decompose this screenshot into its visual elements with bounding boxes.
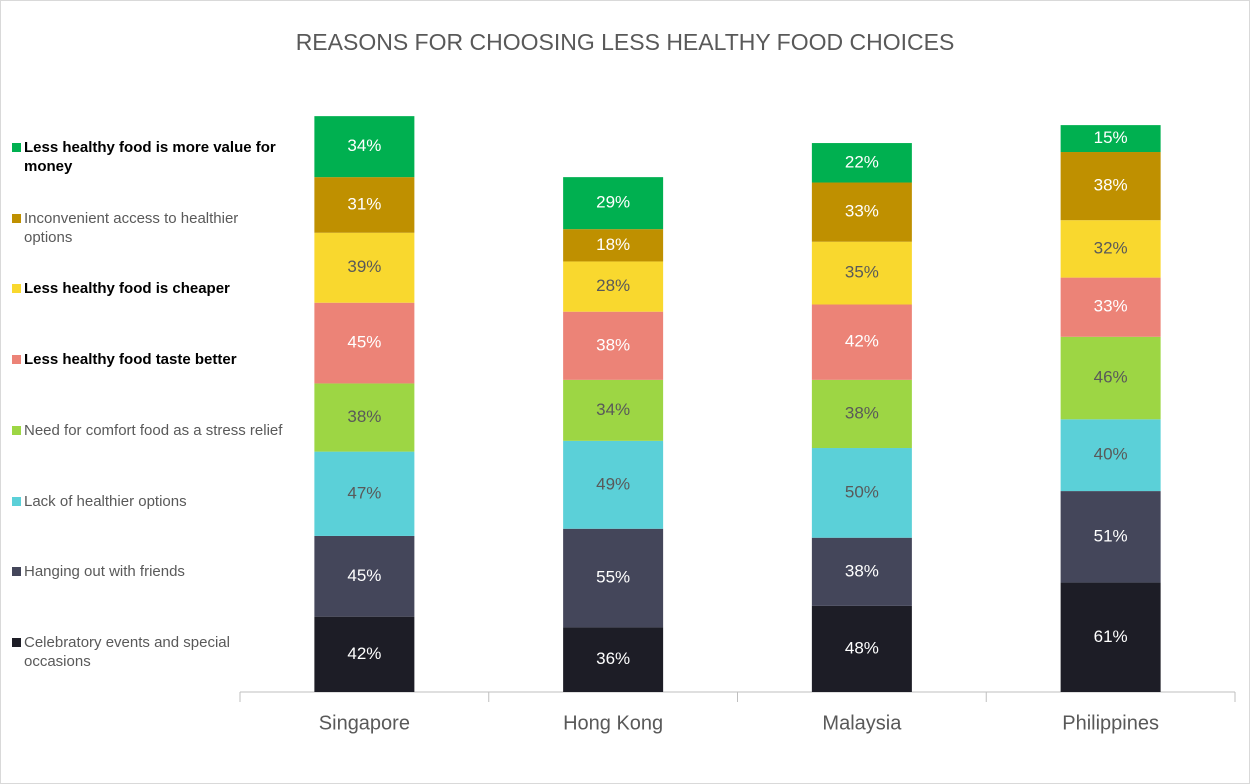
- data-label: 38%: [1094, 176, 1128, 195]
- data-label: 49%: [596, 474, 630, 493]
- bar-segment: [1060, 336, 1161, 420]
- bar-segment: [314, 451, 415, 536]
- data-label: 39%: [347, 257, 381, 276]
- data-label: 48%: [845, 638, 879, 657]
- bar-segment: [811, 143, 912, 183]
- data-label: 45%: [347, 566, 381, 585]
- bar-segment: [563, 177, 664, 230]
- bar-segment: [563, 261, 664, 312]
- bar-segment: [1060, 125, 1161, 153]
- bar-segment: [563, 229, 664, 262]
- bar-segment: [811, 304, 912, 380]
- legend-swatch: [12, 637, 21, 647]
- legend-swatch: [12, 425, 21, 435]
- legend-item: Need for comfort food as a stress relief: [12, 421, 287, 440]
- bar-segment: [563, 627, 664, 692]
- legend-swatch: [12, 496, 21, 506]
- bar-segment: [1060, 582, 1161, 692]
- legend-item: Less healthy food taste better: [12, 350, 287, 369]
- legend-item: Less healthy food is cheaper: [12, 279, 287, 298]
- data-label: 33%: [1094, 297, 1128, 316]
- bar-segment: [314, 383, 415, 452]
- legend-item: Less healthy food is more value for mone…: [12, 138, 287, 176]
- bar-segment: [1060, 277, 1161, 337]
- data-label: 46%: [1094, 368, 1128, 387]
- legend-label: Less healthy food is cheaper: [24, 280, 230, 298]
- bar-segment: [314, 177, 415, 233]
- legend-item: Celebratory events and special occasions: [12, 633, 287, 671]
- data-label: 61%: [1094, 627, 1128, 646]
- legend-label: Inconvenient access to healthier options: [24, 209, 239, 246]
- data-label: 31%: [347, 194, 381, 213]
- data-label: 22%: [845, 152, 879, 171]
- bar-segment: [314, 116, 415, 178]
- bar-segment: [563, 440, 664, 529]
- x-tick-label: Philippines: [1062, 712, 1159, 734]
- bar-segment: [314, 302, 415, 384]
- data-label: 42%: [845, 332, 879, 351]
- legend-label: Lack of healthier options: [24, 492, 187, 510]
- data-label: 42%: [347, 644, 381, 663]
- bar-segment: [811, 605, 912, 692]
- legend-label: Celebratory events and special occasions: [24, 633, 230, 670]
- data-label: 34%: [596, 400, 630, 419]
- data-label: 18%: [596, 235, 630, 254]
- bar-segment: [1060, 419, 1161, 492]
- bar-segment: [811, 537, 912, 606]
- data-label: 47%: [347, 483, 381, 502]
- legend-item: Inconvenient access to healthier options: [12, 209, 287, 247]
- bar-segment: [1060, 220, 1161, 278]
- legend-label: Less healthy food taste better: [24, 351, 237, 369]
- chart-title: REASONS FOR CHOOSING LESS HEALTHY FOOD C…: [296, 29, 955, 55]
- legend-label: Hanging out with friends: [24, 563, 185, 581]
- data-label: 33%: [845, 202, 879, 221]
- data-label: 36%: [596, 649, 630, 668]
- data-label: 38%: [845, 403, 879, 422]
- data-label: 29%: [596, 193, 630, 212]
- bar-segment: [563, 379, 664, 441]
- bar-segment: [1060, 491, 1161, 583]
- data-label: 50%: [845, 482, 879, 501]
- legend-item: Hanging out with friends: [12, 562, 287, 581]
- legend-swatch: [12, 567, 21, 577]
- data-label: 35%: [845, 263, 879, 282]
- data-label: 34%: [347, 136, 381, 155]
- legend-label: Need for comfort food as a stress relief: [24, 421, 283, 439]
- data-label: 38%: [347, 407, 381, 426]
- bar-segment: [811, 379, 912, 449]
- legend-swatch: [12, 213, 21, 223]
- data-label: 45%: [347, 333, 381, 352]
- data-label: 32%: [1094, 238, 1128, 257]
- bar-segment: [314, 616, 415, 692]
- bar-segment: [1060, 152, 1161, 221]
- data-label: 55%: [596, 568, 630, 587]
- bar-segment: [563, 311, 664, 380]
- legend-label: Less healthy food is more value for mone…: [24, 139, 276, 175]
- data-label: 38%: [845, 561, 879, 580]
- legend-swatch: [12, 143, 21, 152]
- data-label: 38%: [596, 335, 630, 354]
- bar-segment: [811, 448, 912, 538]
- x-tick-label: Malaysia: [822, 712, 902, 734]
- bar-segment: [314, 232, 415, 303]
- legend-swatch: [12, 355, 21, 365]
- bar-segment: [314, 535, 415, 617]
- x-tick-label: Hong Kong: [563, 712, 663, 734]
- legend-swatch: [12, 284, 21, 294]
- bar-segment: [811, 241, 912, 305]
- legend-item: Lack of healthier options: [12, 492, 287, 511]
- bar-segment: [563, 528, 664, 628]
- x-tick-label: Singapore: [319, 712, 410, 734]
- data-label: 40%: [1094, 445, 1128, 464]
- bar-segment: [811, 182, 912, 242]
- data-label: 15%: [1094, 128, 1128, 147]
- data-label: 51%: [1094, 526, 1128, 545]
- data-label: 28%: [596, 276, 630, 295]
